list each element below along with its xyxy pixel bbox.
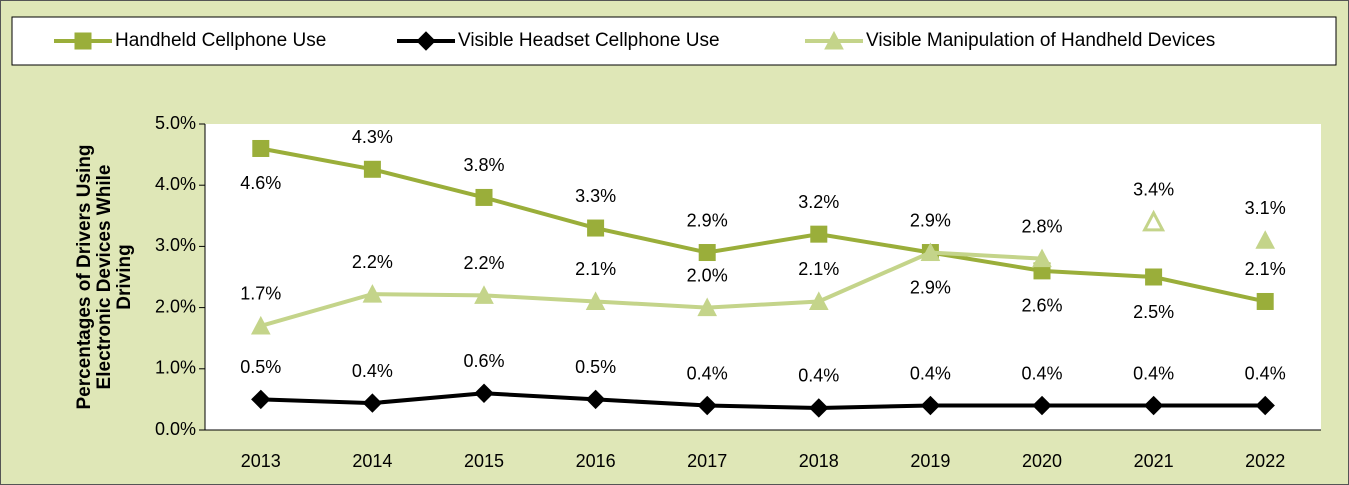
data-label: 0.6% — [463, 351, 504, 371]
data-point — [1143, 395, 1164, 416]
y-tick-label: 4.0% — [155, 174, 196, 194]
data-point — [1142, 209, 1166, 232]
x-tick-label: 2020 — [1022, 451, 1062, 471]
data-label: 1.7% — [240, 284, 281, 304]
x-tick-label: 2015 — [464, 451, 504, 471]
x-tick-label: 2014 — [352, 451, 392, 471]
data-point — [474, 285, 494, 304]
y-axis-title-line: Electronic Devices While — [94, 165, 115, 390]
data-label: 2.2% — [463, 253, 504, 273]
data-label: 4.6% — [240, 173, 281, 193]
data-point — [920, 242, 941, 262]
y-tick-label: 3.0% — [155, 235, 196, 255]
y-axis-title: Percentages of Drivers Using Electronic … — [74, 144, 135, 409]
y-tick-label: 0.0% — [155, 419, 196, 439]
y-tick-label: 1.0% — [155, 358, 196, 378]
data-label: 2.1% — [798, 259, 839, 279]
data-label: 2.1% — [1245, 259, 1286, 279]
data-point — [698, 244, 716, 262]
data-point — [809, 398, 829, 418]
data-label: 2.2% — [352, 252, 393, 272]
data-point — [1255, 230, 1276, 249]
data-point — [1032, 395, 1052, 416]
data-point — [362, 284, 383, 303]
data-point — [697, 297, 718, 317]
data-label: 3.3% — [575, 186, 616, 206]
x-tick-label: 2013 — [241, 451, 281, 471]
legend-marker — [824, 30, 844, 50]
series-line — [260, 391, 1266, 410]
y-axis-title-line: Percentages of Drivers Using — [74, 144, 95, 409]
data-point — [251, 389, 271, 410]
series-line — [260, 146, 1266, 304]
legend-marker — [74, 32, 92, 50]
data-label: 2.9% — [910, 277, 951, 297]
data-label: 2.6% — [1021, 296, 1062, 316]
data-label: 0.5% — [240, 357, 281, 377]
data-label: 2.9% — [687, 210, 728, 230]
data-label: 0.4% — [910, 363, 951, 383]
data-point — [587, 219, 605, 237]
x-tick-label: 2017 — [687, 451, 727, 471]
data-label: 2.1% — [575, 259, 616, 279]
x-tick-label: 2022 — [1245, 451, 1285, 471]
data-point — [585, 389, 606, 410]
data-label: 0.4% — [1133, 363, 1174, 383]
data-point — [252, 139, 270, 157]
x-tick-label: 2019 — [910, 451, 950, 471]
data-label: 0.4% — [1245, 363, 1286, 383]
data-point — [474, 383, 494, 403]
data-point — [1255, 395, 1275, 416]
data-label: 2.0% — [687, 265, 728, 285]
y-tick-label: 2.0% — [155, 296, 196, 316]
data-point — [1032, 248, 1052, 268]
series-line — [260, 250, 1043, 328]
data-label: 0.4% — [352, 361, 393, 381]
data-label: 3.2% — [798, 192, 839, 212]
legend-box — [11, 16, 1337, 66]
data-point — [363, 160, 381, 178]
data-label: 0.5% — [575, 357, 616, 377]
x-tick-label: 2018 — [799, 451, 839, 471]
data-point — [475, 188, 493, 206]
data-point — [920, 395, 941, 416]
data-point — [697, 395, 717, 416]
legend-label: Visible Headset Cellphone Use — [458, 30, 720, 51]
data-label: 2.9% — [910, 210, 951, 230]
data-point — [362, 393, 383, 413]
data-point — [1145, 268, 1163, 286]
data-point — [250, 315, 271, 335]
data-point — [585, 291, 606, 310]
data-point — [1256, 292, 1274, 310]
data-point — [808, 291, 829, 310]
data-label: 3.4% — [1133, 180, 1174, 200]
x-tick-label: 2016 — [576, 451, 616, 471]
data-label: 0.4% — [798, 366, 839, 386]
data-label: 0.4% — [687, 363, 728, 383]
data-label: 3.8% — [463, 155, 504, 175]
data-label: 2.8% — [1021, 216, 1062, 236]
data-point — [810, 225, 828, 243]
data-label: 2.5% — [1133, 302, 1174, 322]
legend-label: Visible Manipulation of Handheld Devices — [866, 30, 1215, 51]
data-label: 0.4% — [1021, 363, 1062, 383]
legend-label: Handheld Cellphone Use — [115, 30, 326, 51]
y-axis-title-line: Driving — [114, 244, 135, 309]
legend-marker — [416, 31, 436, 51]
data-label: 4.3% — [352, 127, 393, 147]
data-label: 3.1% — [1245, 198, 1286, 218]
y-tick-label: 5.0% — [155, 113, 196, 133]
x-tick-label: 2021 — [1134, 451, 1174, 471]
